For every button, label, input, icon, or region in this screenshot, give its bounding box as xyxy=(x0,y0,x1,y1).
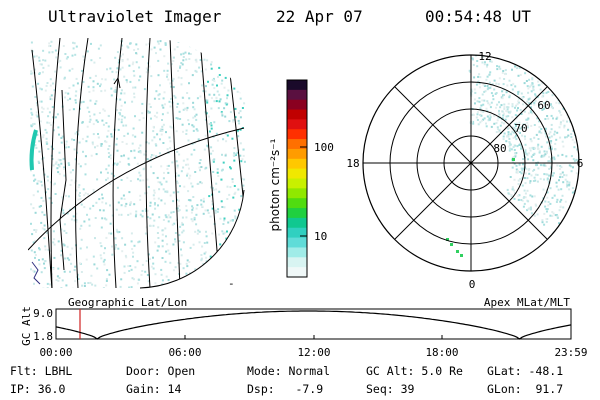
altitude-plot xyxy=(55,308,572,340)
mlat-label-60: 60 xyxy=(537,99,550,112)
polar-plot xyxy=(362,54,580,272)
aurora-arc xyxy=(29,129,38,171)
altitude-xtick-0600: 06:00 xyxy=(168,346,201,359)
colorbar-tick-label-100: 100 xyxy=(314,141,334,154)
altitude-xtick-2359: 23:59 xyxy=(554,346,587,359)
mode-info: Mode: Normal xyxy=(247,364,331,378)
altitude-ytick-min: 1.8 xyxy=(33,330,53,343)
mlt-label-0: 0 xyxy=(469,278,476,291)
colorbar-label: photon cm⁻²s⁻¹ xyxy=(268,138,282,231)
colorbar-tick-label-10: 10 xyxy=(314,230,327,243)
dsp-info: Dsp: -7.9 xyxy=(247,382,324,396)
mlt-label-6: 6 xyxy=(577,157,584,170)
altitude-curve xyxy=(55,310,572,340)
altitude-ylabel: GC Alt xyxy=(20,306,33,346)
altitude-ytick-max: 9.0 xyxy=(33,307,53,320)
glat-info: GLat: -48.1 xyxy=(487,364,564,378)
apex-caption: Apex MLat/MLT xyxy=(484,296,570,309)
altitude-xtick-1800: 18:00 xyxy=(425,346,458,359)
date-label: 22 Apr 07 xyxy=(276,7,363,26)
polar-diagonal-2 xyxy=(394,86,548,240)
earth-limb xyxy=(139,189,245,289)
polar-aurora-dots xyxy=(446,55,579,257)
altitude-xtick-0000: 00:00 xyxy=(39,346,72,359)
instrument-title: Ultraviolet Imager xyxy=(48,7,222,26)
gc-alt-info: GC Alt: 5.0 Re xyxy=(366,364,463,378)
geographic-caption: Geographic Lat/Lon xyxy=(68,296,187,309)
mlt-label-12: 12 xyxy=(478,50,491,63)
mlat-label-70: 70 xyxy=(514,122,527,135)
mlat-label-80: 80 xyxy=(493,142,506,155)
glon-info: GLon: 91.7 xyxy=(487,382,564,396)
gain-info: Gain: 14 xyxy=(126,382,182,396)
geographic-image xyxy=(28,37,253,289)
ip-info: IP: 36.0 xyxy=(10,382,66,396)
coastline xyxy=(31,261,41,285)
door-info: Door: Open xyxy=(126,364,196,378)
lat-lon-grid xyxy=(28,37,253,288)
time-label: 00:54:48 UT xyxy=(425,7,531,26)
limb-tick-mark: - xyxy=(228,277,235,290)
filter-info: Flt: LBHL xyxy=(10,364,73,378)
seq-info: Seq: 39 xyxy=(366,382,415,396)
mlt-label-18: 18 xyxy=(346,157,359,170)
altitude-xtick-1200: 12:00 xyxy=(297,346,330,359)
colorbar xyxy=(286,79,308,278)
altitude-x-ticks xyxy=(55,335,572,339)
